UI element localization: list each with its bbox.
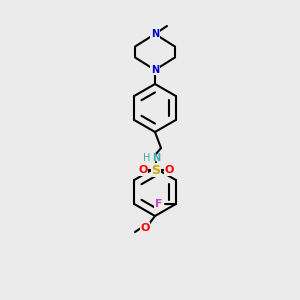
Text: H: H — [143, 153, 151, 163]
Text: N: N — [152, 153, 160, 163]
Text: N: N — [151, 29, 159, 39]
Text: N: N — [151, 65, 159, 75]
Text: O: O — [140, 223, 150, 233]
Text: O: O — [138, 165, 148, 175]
Text: O: O — [164, 165, 174, 175]
Text: F: F — [155, 199, 163, 209]
Text: S: S — [152, 164, 160, 176]
